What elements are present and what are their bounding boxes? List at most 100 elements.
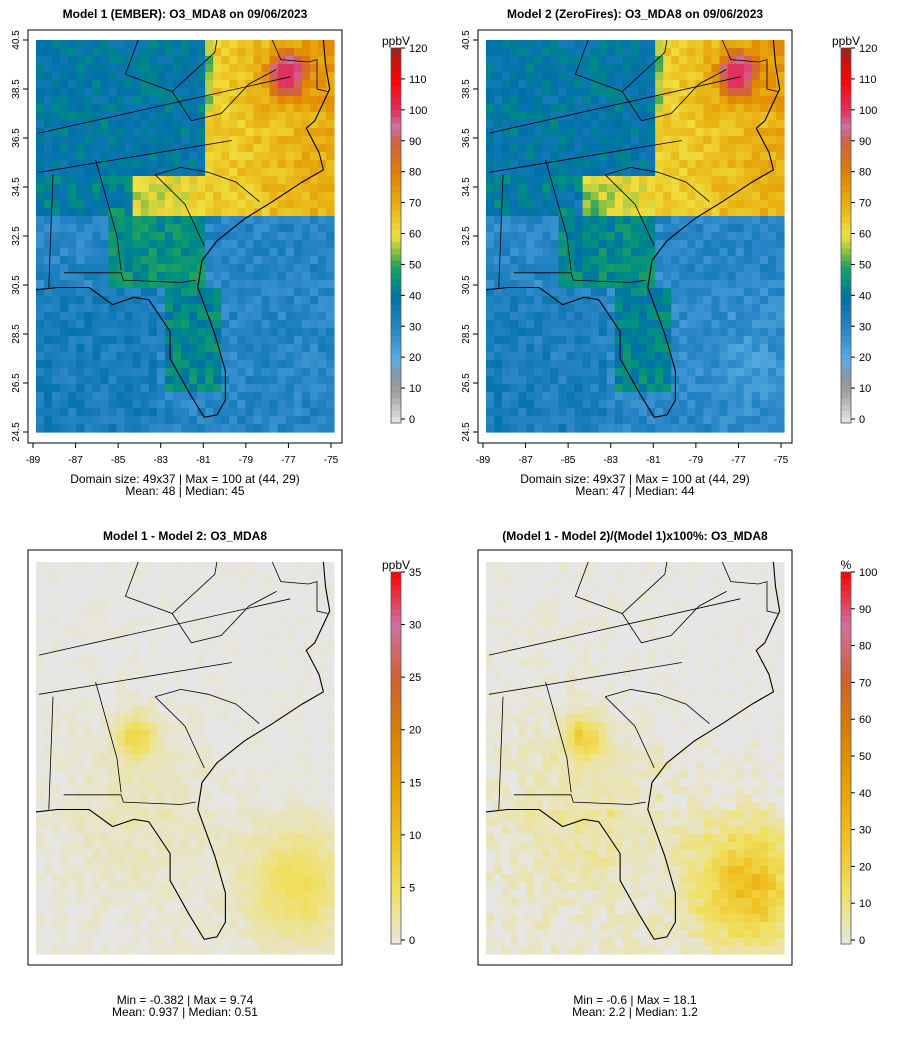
- heatmap-cell: [510, 376, 519, 385]
- heatmap-cell: [502, 72, 511, 81]
- heatmap-cell: [285, 312, 295, 321]
- heatmap-cell: [293, 392, 303, 401]
- heatmap-cell: [229, 674, 238, 683]
- heatmap-cell: [261, 264, 271, 273]
- heatmap-cell: [663, 312, 672, 321]
- heatmap-cell: [148, 96, 158, 105]
- heatmap-cell: [325, 208, 335, 217]
- heatmap-cell: [317, 618, 327, 627]
- heatmap-cell: [116, 64, 126, 73]
- heatmap-cell: [253, 328, 263, 337]
- heatmap-cell: [743, 368, 753, 377]
- heatmap-cell: [44, 64, 53, 73]
- heatmap-cell: [285, 104, 295, 113]
- heatmap-cell: [510, 152, 519, 161]
- heatmap-cell: [68, 176, 77, 185]
- heatmap-cell: [221, 96, 230, 105]
- heatmap-cell: [622, 328, 632, 337]
- heatmap-cell: [309, 352, 319, 361]
- heatmap-cell: [164, 272, 174, 281]
- heatmap-cell: [614, 120, 624, 129]
- heatmap-cell: [502, 408, 511, 417]
- heatmap-cell: [285, 80, 295, 89]
- heatmap-cell: [180, 714, 190, 723]
- heatmap-cell: [108, 730, 118, 739]
- heatmap-cell: [494, 72, 503, 81]
- heatmap-cell: [180, 610, 190, 619]
- heatmap-cell: [743, 336, 753, 345]
- heatmap-cell: [759, 232, 769, 241]
- heatmap-cell: [775, 304, 785, 313]
- y-tick-label: 34.5: [11, 177, 22, 197]
- heatmap-cell: [68, 738, 77, 747]
- heatmap-cell: [84, 424, 93, 433]
- heatmap-cell: [711, 232, 721, 241]
- heatmap-cell: [293, 384, 303, 393]
- heatmap-cell: [671, 264, 680, 273]
- heatmap-cell: [325, 344, 335, 353]
- heatmap-cell: [148, 88, 158, 97]
- heatmap-cell: [574, 120, 584, 129]
- heatmap-cell: [542, 416, 552, 425]
- heatmap-cell: [277, 224, 287, 233]
- heatmap-cell: [663, 144, 672, 153]
- heatmap-cell: [502, 168, 511, 177]
- heatmap-cell: [695, 120, 705, 129]
- heatmap-cell: [518, 120, 527, 129]
- heatmap-cell: [526, 184, 535, 193]
- heatmap-cell: [711, 48, 721, 57]
- heatmap-cell: [285, 328, 295, 337]
- heatmap-cell: [68, 344, 77, 353]
- heatmap-cell: [76, 762, 85, 771]
- heatmap-cell: [534, 104, 543, 113]
- heatmap-cell: [542, 264, 552, 273]
- heatmap-cell: [679, 304, 688, 313]
- heatmap-cell: [172, 770, 182, 779]
- heatmap-cell: [663, 176, 672, 185]
- heatmap-cell: [140, 160, 150, 169]
- heatmap-cell: [180, 184, 190, 193]
- colorbar-segment: [391, 223, 401, 230]
- heatmap-cell: [76, 794, 85, 803]
- heatmap-cell: [76, 112, 85, 121]
- heatmap-cell: [197, 88, 206, 97]
- heatmap-cell: [518, 56, 527, 65]
- heatmap-cell: [261, 200, 271, 209]
- heatmap-cell: [317, 176, 327, 185]
- heatmap-cell: [759, 144, 769, 153]
- heatmap-cell: [52, 722, 61, 731]
- heatmap-cell: [301, 424, 311, 433]
- colorbar-segment: [841, 404, 851, 411]
- heatmap-cell: [534, 176, 543, 185]
- heatmap-cell: [229, 408, 238, 417]
- heatmap-cell: [164, 408, 174, 417]
- heatmap-cell: [711, 80, 721, 89]
- heatmap-cell: [534, 128, 543, 137]
- heatmap-cell: [534, 88, 543, 97]
- heatmap-cell: [180, 216, 190, 225]
- heatmap-cell: [52, 232, 61, 241]
- heatmap-cell: [285, 770, 295, 779]
- heatmap-cell: [277, 208, 287, 217]
- heatmap-cell: [598, 400, 608, 409]
- heatmap-cell: [630, 56, 640, 65]
- heatmap-cell: [52, 682, 61, 691]
- heatmap-cell: [237, 408, 246, 417]
- heatmap-cell: [325, 272, 335, 281]
- heatmap-cell: [293, 160, 303, 169]
- heatmap-cell: [301, 650, 311, 659]
- heatmap-cell: [317, 594, 327, 603]
- stats-line-1: Domain size: 49x37 | Max = 100 at (44, 2…: [70, 472, 300, 486]
- heatmap-cell: [534, 152, 543, 161]
- heatmap-cell: [759, 184, 769, 193]
- heatmap-cell: [647, 136, 656, 145]
- heatmap-cell: [245, 682, 255, 691]
- heatmap-cell: [510, 312, 519, 321]
- heatmap-cell: [622, 80, 632, 89]
- heatmap-cell: [36, 352, 45, 361]
- heatmap-cell: [309, 368, 319, 377]
- heatmap-cell: [52, 240, 61, 249]
- heatmap-cell: [711, 184, 721, 193]
- heatmap-cell: [534, 296, 543, 305]
- heatmap-cell: [172, 336, 182, 345]
